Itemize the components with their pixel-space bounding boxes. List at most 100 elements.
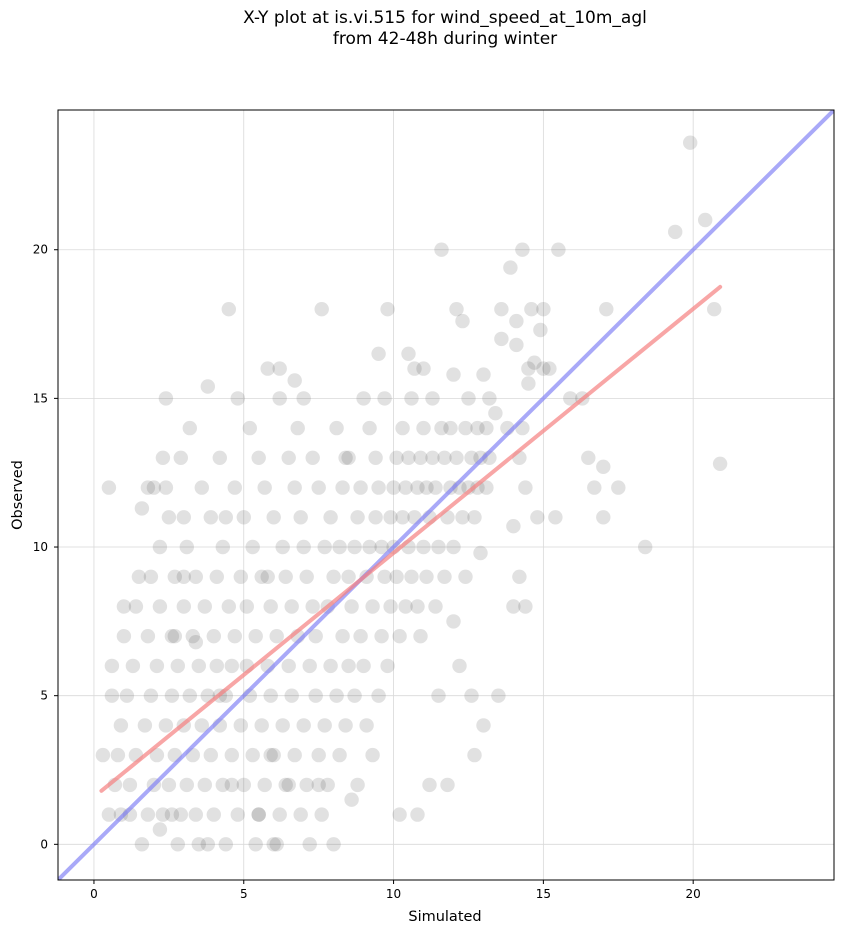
data-point xyxy=(227,480,242,495)
data-point xyxy=(140,629,156,644)
data-point xyxy=(308,688,323,703)
chart-title-line-1: X-Y plot at is.vi.515 for wind_speed_at_… xyxy=(243,8,647,28)
data-point xyxy=(209,658,224,674)
data-point xyxy=(206,807,221,822)
data-point xyxy=(443,420,458,436)
data-point xyxy=(506,519,521,534)
data-point xyxy=(536,302,551,317)
data-point xyxy=(491,688,506,703)
data-point xyxy=(131,569,147,584)
data-point xyxy=(158,391,174,406)
data-point xyxy=(371,346,386,361)
data-point xyxy=(113,807,129,822)
data-point xyxy=(383,510,398,525)
data-point xyxy=(392,629,407,644)
data-point xyxy=(323,658,338,674)
data-point xyxy=(212,450,227,465)
data-point xyxy=(425,391,440,406)
data-point xyxy=(182,688,197,703)
data-point xyxy=(224,658,239,674)
data-point xyxy=(509,313,524,329)
data-point xyxy=(530,510,545,525)
data-point xyxy=(431,688,446,703)
data-point xyxy=(416,539,431,555)
one-to-one-line xyxy=(58,110,834,880)
data-point xyxy=(425,450,440,465)
data-point xyxy=(494,302,509,317)
data-point xyxy=(170,658,185,674)
data-point xyxy=(281,450,296,465)
data-point xyxy=(389,569,404,584)
y-tick-label: 20 xyxy=(33,243,48,257)
data-point xyxy=(350,777,365,793)
data-point xyxy=(275,718,290,733)
data-point xyxy=(257,777,272,793)
data-point xyxy=(536,361,551,376)
data-point xyxy=(446,539,461,555)
data-point xyxy=(224,777,239,793)
data-point xyxy=(287,747,302,763)
data-point xyxy=(194,480,209,495)
data-point xyxy=(218,510,233,525)
data-point xyxy=(191,837,206,852)
trend-lines xyxy=(58,110,834,880)
data-point xyxy=(317,539,332,555)
data-point xyxy=(101,480,117,495)
data-point xyxy=(359,718,374,733)
regression-line xyxy=(99,284,723,793)
data-point xyxy=(257,480,272,495)
data-point xyxy=(311,747,326,763)
data-point xyxy=(113,718,129,733)
data-point xyxy=(464,688,479,703)
data-point xyxy=(269,629,284,644)
data-point xyxy=(428,480,443,495)
axis-ticks: 0 5 10 15 20 0 5 10 15 20 xyxy=(33,243,701,901)
data-point xyxy=(152,822,168,837)
data-point xyxy=(413,450,428,465)
data-point xyxy=(254,718,269,733)
data-point xyxy=(200,379,215,394)
data-point xyxy=(449,302,464,317)
data-point xyxy=(518,480,533,495)
data-point xyxy=(227,629,242,644)
data-point xyxy=(455,313,470,329)
data-point xyxy=(371,480,386,495)
data-point xyxy=(443,480,458,495)
data-point xyxy=(263,599,278,614)
data-point xyxy=(467,747,482,763)
data-point xyxy=(371,688,386,703)
data-point xyxy=(479,420,494,436)
data-point xyxy=(140,480,156,495)
data-point xyxy=(200,837,215,852)
data-point xyxy=(176,510,191,525)
data-point xyxy=(143,688,159,703)
data-point xyxy=(329,688,344,703)
data-point xyxy=(182,420,197,436)
y-tick-label: 15 xyxy=(33,391,48,405)
data-point xyxy=(176,599,191,614)
data-point xyxy=(176,569,191,584)
data-point xyxy=(287,373,302,388)
data-point xyxy=(470,420,485,436)
data-point xyxy=(512,569,527,584)
data-point xyxy=(668,224,683,240)
x-axis-label: Simulated xyxy=(408,909,481,925)
data-point xyxy=(263,747,278,763)
data-point xyxy=(110,747,126,763)
data-point xyxy=(206,629,221,644)
data-point xyxy=(407,361,422,376)
data-point xyxy=(638,539,653,555)
data-point xyxy=(368,510,383,525)
data-point xyxy=(161,510,177,525)
grid xyxy=(58,110,834,880)
data-point xyxy=(347,539,362,555)
data-point xyxy=(173,450,188,465)
data-point xyxy=(266,510,281,525)
data-point xyxy=(341,450,356,465)
data-point xyxy=(335,629,350,644)
data-point xyxy=(377,391,392,406)
data-point xyxy=(221,302,236,317)
data-point xyxy=(563,391,578,406)
data-point xyxy=(164,629,180,644)
data-point xyxy=(437,569,452,584)
